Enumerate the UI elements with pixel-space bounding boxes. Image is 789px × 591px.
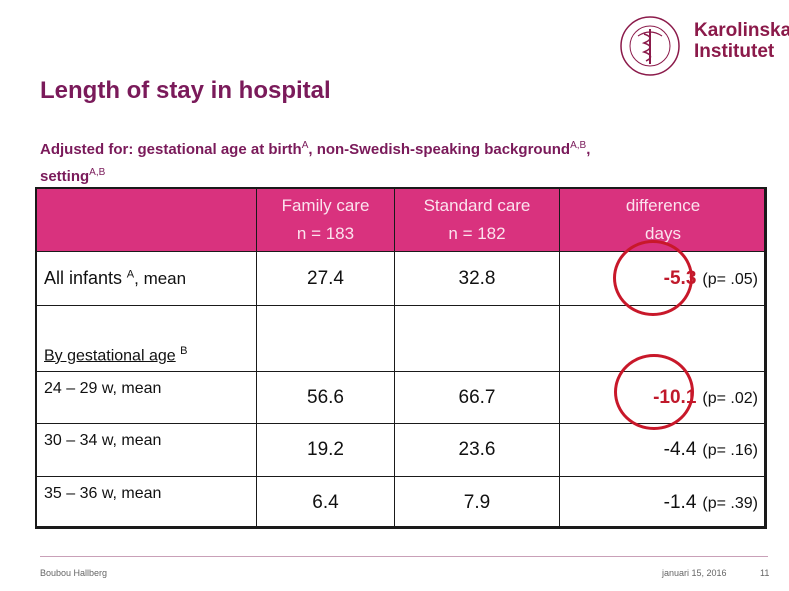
difference-value: -4.4 bbox=[663, 439, 697, 460]
difference-cell: -4.4 (p= .16) bbox=[559, 423, 767, 477]
header-line: n = 182 bbox=[448, 223, 506, 243]
subtitle-sup3: A,B bbox=[89, 167, 106, 178]
section-label-text: By gestational age bbox=[44, 347, 176, 364]
difference-value: -1.4 bbox=[663, 491, 697, 513]
standard-care-value: 7.9 bbox=[394, 476, 560, 529]
header-line: Standard care bbox=[423, 195, 531, 215]
row-label-sup: A bbox=[126, 268, 135, 281]
row-label-text: All infants bbox=[44, 268, 123, 288]
row-label-suffix: , mean bbox=[134, 269, 187, 288]
p-value: (p= .02) bbox=[702, 389, 758, 407]
karolinska-logo: Karolinska Institutet bbox=[616, 14, 789, 78]
header-line: days bbox=[645, 223, 681, 243]
empty-cell bbox=[256, 305, 395, 372]
subtitle-last: setting bbox=[40, 168, 90, 185]
page-title: Length of stay in hospital bbox=[40, 77, 331, 104]
header-line: n = 183 bbox=[296, 223, 355, 243]
logo-line2: Institutet bbox=[694, 41, 775, 62]
subtitle-sup2: A,B bbox=[570, 140, 587, 151]
section-label: By gestational age B bbox=[35, 305, 257, 372]
subtitle-sup1: A bbox=[301, 140, 309, 151]
p-value: (p= .05) bbox=[702, 270, 758, 288]
standard-care-value: 66.7 bbox=[394, 371, 560, 424]
empty-cell bbox=[394, 305, 560, 372]
section-label-sup: B bbox=[180, 344, 188, 357]
table-row: All infants A, mean 27.4 32.8 -5.3 (p= .0… bbox=[35, 251, 767, 306]
row-label: 30 – 34 w, mean bbox=[35, 423, 257, 477]
highlight-circle bbox=[613, 240, 693, 316]
header-line: Family care bbox=[281, 195, 370, 215]
header-line: difference bbox=[625, 195, 701, 215]
table-row: 35 – 36 w, mean 6.4 7.9 -1.4 (p= .39) bbox=[35, 476, 767, 529]
family-care-value: 56.6 bbox=[256, 371, 395, 424]
table-row-section: By gestational age B bbox=[35, 305, 767, 372]
subtitle-mid: , non-Swedish-speaking background bbox=[308, 141, 571, 158]
footer-page-number: 11 bbox=[760, 568, 770, 578]
family-care-value: 19.2 bbox=[256, 423, 395, 477]
logo-line1: Karolinska bbox=[694, 20, 789, 41]
footer-author: Boubou Hallberg bbox=[40, 568, 108, 578]
footer-divider bbox=[40, 556, 768, 557]
header-standard-care: Standard care n = 182 bbox=[394, 187, 560, 252]
footer-date: januari 15, 2016 bbox=[662, 568, 727, 578]
subtitle-prefix: Adjusted for: gestational age at birth bbox=[40, 141, 302, 158]
standard-care-value: 32.8 bbox=[394, 251, 560, 306]
family-care-value: 27.4 bbox=[256, 251, 395, 306]
header-family-care: Family care n = 183 bbox=[256, 187, 395, 252]
difference-cell: -1.4 (p= .39) bbox=[559, 476, 767, 529]
family-care-value: 6.4 bbox=[256, 476, 395, 529]
row-label: All infants A, mean bbox=[35, 251, 257, 306]
standard-care-value: 23.6 bbox=[394, 423, 560, 477]
subtitle-comma: , bbox=[586, 141, 591, 158]
logo-text: Karolinska Institutet bbox=[694, 20, 789, 62]
highlight-circle bbox=[614, 354, 694, 430]
header-cell-empty bbox=[35, 187, 257, 252]
row-label: 35 – 36 w, mean bbox=[35, 476, 257, 529]
subtitle: Adjusted for: gestational age at birthA,… bbox=[40, 134, 740, 188]
p-value: (p= .39) bbox=[702, 494, 758, 512]
seal-icon bbox=[620, 16, 680, 76]
table-row: 30 – 34 w, mean 19.2 23.6 -4.4 (p= .16) bbox=[35, 423, 767, 477]
p-value: (p= .16) bbox=[702, 442, 758, 459]
row-label: 24 – 29 w, mean bbox=[35, 371, 257, 424]
